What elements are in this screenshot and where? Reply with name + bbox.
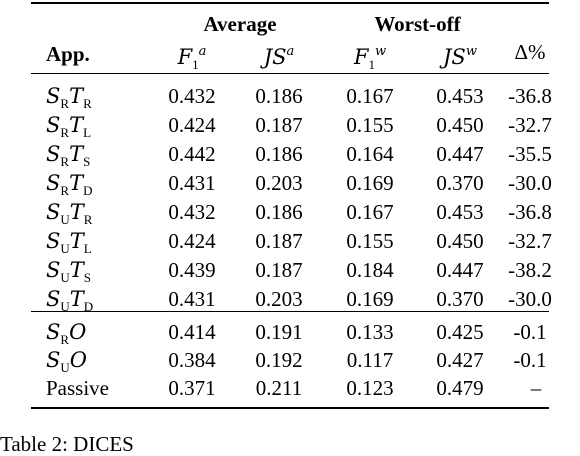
cell-js-average: 0.191 [255, 320, 303, 344]
cell-js-worst: 0.450 [436, 229, 484, 253]
cell-f1-worst: 0.155 [346, 113, 394, 137]
header-f1-average: F1a [177, 44, 207, 72]
cell-f1-worst: 0.167 [346, 200, 394, 224]
cell-js-worst: 0.370 [436, 287, 484, 311]
cell-delta: – [530, 376, 542, 400]
table-caption: Table 2: DICES [0, 432, 134, 456]
cell-f1-worst: 0.184 [346, 258, 394, 282]
cell-js-average: 0.203 [255, 287, 303, 311]
mid-rule [31, 311, 549, 312]
row-app-label: SRTS [46, 142, 91, 169]
row-app-label: SUTR [46, 200, 93, 227]
cell-delta: -30.0 [508, 287, 552, 311]
row-app-label: SRTL [46, 113, 92, 140]
cell-delta: -30.0 [508, 171, 552, 195]
cell-f1-average: 0.432 [168, 84, 216, 108]
cell-delta: -38.2 [508, 258, 552, 282]
cell-f1-average: 0.371 [168, 376, 216, 400]
cell-f1-average: 0.442 [168, 142, 216, 166]
row-app-label: SRO [46, 320, 87, 347]
header-js-worst: JSw [443, 44, 477, 69]
cell-f1-worst: 0.169 [346, 171, 394, 195]
cell-f1-worst: 0.123 [346, 376, 394, 400]
cell-delta: -32.7 [508, 113, 552, 137]
cell-js-worst: 0.453 [436, 200, 484, 224]
cell-js-average: 0.203 [255, 171, 303, 195]
row-app-label: SUTS [46, 258, 92, 285]
cell-delta: -0.1 [513, 320, 547, 344]
cell-f1-average: 0.384 [168, 348, 216, 372]
row-app-label: SRTR [46, 84, 92, 111]
cell-js-worst: 0.425 [436, 320, 484, 344]
cell-delta: -0.1 [513, 348, 547, 372]
cell-js-worst: 0.370 [436, 171, 484, 195]
row-app-label: SRTD [46, 171, 93, 198]
row-app-label: Passive [46, 376, 109, 400]
bottom-rule [31, 407, 549, 409]
cell-f1-average: 0.439 [168, 258, 216, 282]
cell-js-worst: 0.453 [436, 84, 484, 108]
top-rule [31, 2, 549, 4]
cell-js-average: 0.187 [255, 113, 303, 137]
cell-delta: -36.8 [508, 200, 552, 224]
cell-f1-average: 0.431 [168, 287, 216, 311]
cell-js-average: 0.186 [255, 84, 303, 108]
cell-js-worst: 0.479 [436, 376, 484, 400]
cell-f1-average: 0.432 [168, 200, 216, 224]
header-worst-off: Worst-off [374, 12, 461, 36]
cell-f1-average: 0.424 [168, 229, 216, 253]
cell-f1-worst: 0.155 [346, 229, 394, 253]
header-average: Average [203, 12, 277, 36]
cell-js-worst: 0.450 [436, 113, 484, 137]
header-f1-worst: F1w [353, 44, 387, 72]
cell-js-worst: 0.447 [436, 258, 484, 282]
row-app-label: SUTL [46, 229, 92, 256]
header-js-average: JSa [263, 44, 295, 69]
cell-js-average: 0.187 [255, 258, 303, 282]
cell-js-average: 0.186 [255, 142, 303, 166]
cell-delta: -35.5 [508, 142, 552, 166]
cell-f1-worst: 0.164 [346, 142, 394, 166]
cell-f1-average: 0.431 [168, 171, 216, 195]
cell-js-worst: 0.447 [436, 142, 484, 166]
header-rule [31, 73, 549, 74]
cell-f1-worst: 0.167 [346, 84, 394, 108]
cell-delta: -36.8 [508, 84, 552, 108]
cell-f1-worst: 0.169 [346, 287, 394, 311]
cell-f1-average: 0.414 [168, 320, 216, 344]
cell-js-average: 0.186 [255, 200, 303, 224]
cell-f1-worst: 0.117 [346, 348, 394, 372]
cell-delta: -32.7 [508, 229, 552, 253]
cell-js-average: 0.192 [255, 348, 303, 372]
cell-f1-average: 0.424 [168, 113, 216, 137]
cell-f1-worst: 0.133 [346, 320, 394, 344]
cell-js-average: 0.187 [255, 229, 303, 253]
cell-js-worst: 0.427 [436, 348, 484, 372]
cell-js-average: 0.211 [255, 376, 303, 400]
row-app-label: SUO [46, 348, 87, 375]
row-app-label: SUTD [46, 287, 94, 314]
header-delta: Δ% [514, 40, 546, 64]
header-app: App. [46, 42, 90, 66]
